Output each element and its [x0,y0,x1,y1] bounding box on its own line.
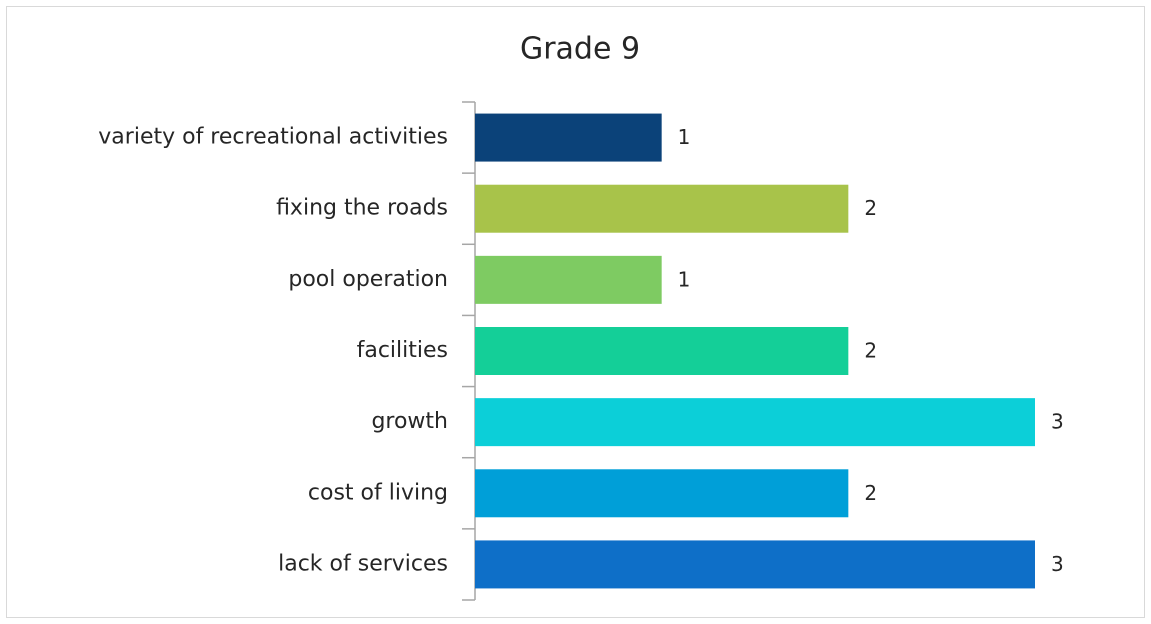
data-label: 3 [1051,552,1064,576]
bar [475,398,1035,447]
y-tick-label: facilities [357,338,448,363]
bar [475,113,662,162]
bar [475,327,849,375]
y-tick-label: cost of living [308,480,448,505]
data-label: 1 [678,125,691,149]
bar [475,255,662,304]
chart-title: Grade 9 [520,32,640,67]
data-label: 1 [678,267,691,291]
y-tick-label: lack of services [278,551,448,576]
data-label: 3 [1051,410,1064,434]
y-tick-label: fixing the roads [276,196,448,221]
bar [475,469,849,518]
data-label: 2 [864,196,877,220]
bar [475,184,849,233]
y-tick-label: growth [371,409,448,434]
y-tick-label: pool operation [288,267,448,292]
bar [475,540,1035,589]
chart-border [6,6,1145,618]
data-label: 2 [864,481,877,505]
data-label: 2 [864,339,877,363]
y-tick-label: variety of recreational activities [98,125,448,150]
